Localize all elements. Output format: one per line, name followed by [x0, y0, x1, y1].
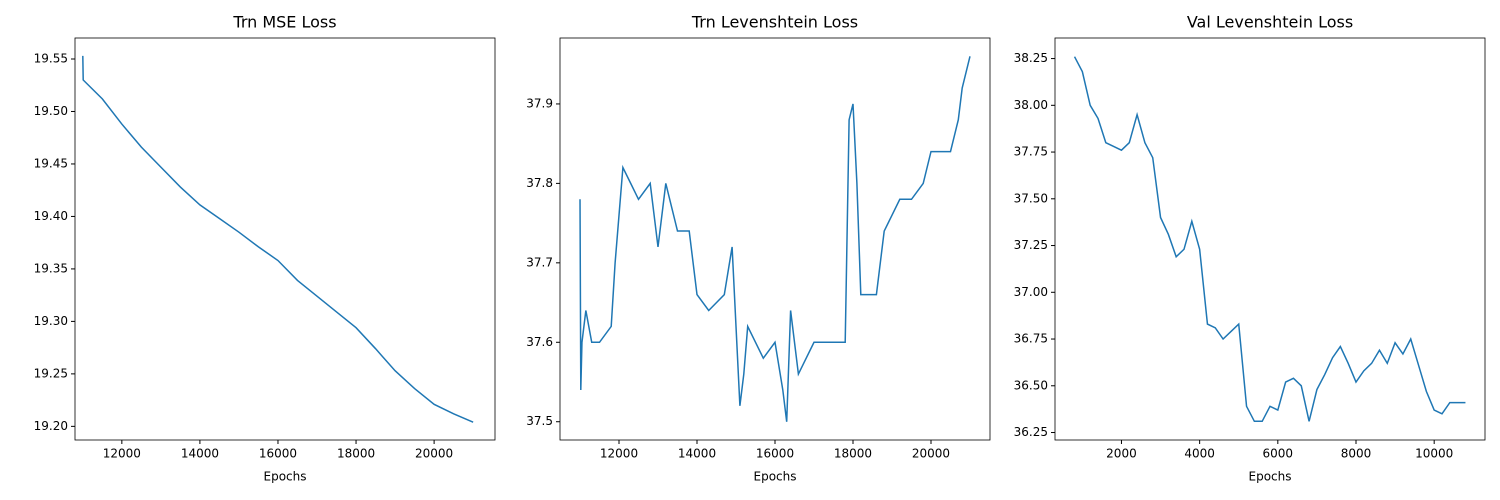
y-tick-label: 37.8 — [526, 176, 553, 190]
y-tick-label: 19.40 — [34, 209, 68, 223]
y-tick-label: 19.35 — [34, 261, 68, 275]
subplot: Val Levenshtein Loss Epochs 2000 4000 6000 80… — [1014, 13, 1486, 484]
subplot: Trn Levenshtein Loss Epochs 12000 14000 1600… — [526, 13, 991, 484]
y-tick-label: 37.75 — [1014, 145, 1048, 159]
x-tick-label: 16000 — [756, 447, 794, 461]
y-tick-label: 36.25 — [1014, 425, 1048, 439]
y-tick-label: 38.00 — [1014, 98, 1048, 112]
axes-frame — [1054, 37, 1486, 441]
x-tick-label: 6000 — [1263, 447, 1294, 461]
x-axis-label: Epochs — [1249, 470, 1292, 484]
y-tick-label: 37.5 — [526, 414, 553, 428]
y-tick-label: 36.75 — [1014, 332, 1048, 346]
loss-line — [579, 56, 971, 422]
x-tick-label: 14000 — [678, 447, 716, 461]
x-tick-label: 18000 — [834, 447, 872, 461]
subplot-title: Val Levenshtein Loss — [1187, 13, 1353, 32]
y-tick-label: 37.7 — [526, 255, 553, 269]
y-tick-label: 19.55 — [34, 51, 68, 65]
x-tick-label: 12000 — [600, 447, 638, 461]
y-tick-label: 19.25 — [34, 366, 68, 380]
subplot-title: Trn MSE Loss — [232, 13, 336, 32]
y-tick-label: 37.9 — [526, 96, 553, 110]
loss-line — [1073, 56, 1466, 423]
x-tick-label: 16000 — [259, 447, 297, 461]
x-tick-label: 20000 — [415, 447, 453, 461]
loss-line — [82, 55, 474, 423]
x-axis-label: Epochs — [754, 470, 797, 484]
x-tick-label: 14000 — [181, 447, 219, 461]
x-tick-label: 18000 — [337, 447, 375, 461]
subplot-title: Trn Levenshtein Loss — [691, 13, 858, 32]
y-tick-label: 37.00 — [1014, 285, 1048, 299]
y-tick-label: 19.20 — [34, 419, 68, 433]
y-tick-label: 37.6 — [526, 335, 553, 349]
x-tick-label: 12000 — [103, 447, 141, 461]
axes-frame — [559, 37, 991, 441]
x-tick-label: 4000 — [1184, 447, 1215, 461]
x-axis-label: Epochs — [264, 470, 307, 484]
y-tick-label: 19.30 — [34, 314, 68, 328]
axes-frame — [74, 37, 496, 441]
y-tick-label: 36.50 — [1014, 378, 1048, 392]
y-tick-label: 37.25 — [1014, 238, 1048, 252]
subplot: Trn MSE Loss Epochs 12000 14000 16000 18000 20… — [34, 13, 496, 484]
y-tick-label: 19.45 — [34, 156, 68, 170]
y-tick-label: 19.50 — [34, 104, 68, 118]
x-tick-label: 8000 — [1341, 447, 1372, 461]
y-tick-label: 38.25 — [1014, 51, 1048, 65]
x-tick-label: 2000 — [1106, 447, 1137, 461]
x-tick-label: 20000 — [912, 447, 950, 461]
y-tick-label: 37.50 — [1014, 191, 1048, 205]
x-tick-label: 10000 — [1415, 447, 1453, 461]
